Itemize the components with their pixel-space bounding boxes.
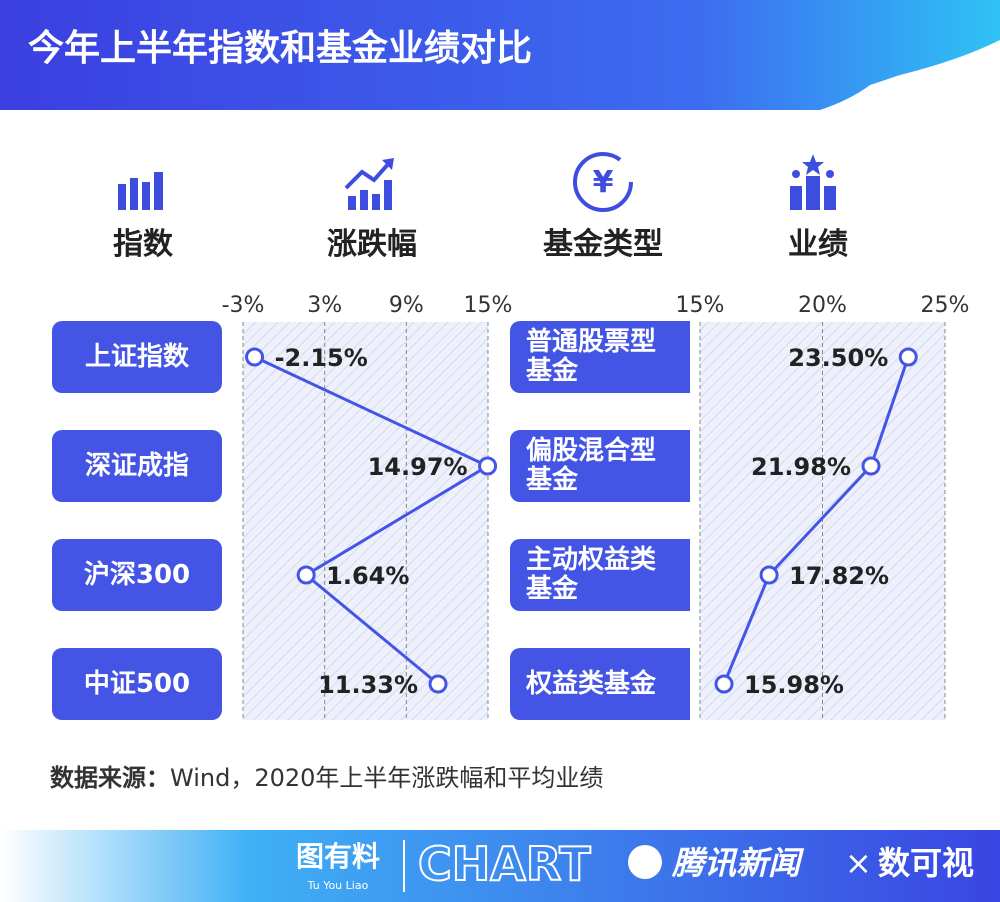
footer-brand-pinyin: Tu You Liao [307, 879, 369, 892]
category-label: 上证指数 [52, 321, 222, 393]
column-header: 基金类型 [543, 227, 663, 262]
x-tick-label: 20% [798, 293, 847, 318]
category-text: 主动权益类基金 [526, 545, 657, 604]
value-label: 15.98% [744, 671, 844, 699]
svg-text:¥: ¥ [593, 165, 614, 200]
value-label: -2.15% [275, 344, 368, 372]
x-tick-label: 3% [307, 293, 342, 318]
category-label: 中证500 [52, 648, 222, 720]
category-label: 主动权益类基金 [510, 539, 690, 611]
category-label: 偏股混合型基金 [510, 430, 690, 502]
value-label: 23.50% [788, 344, 888, 372]
footer-news: 腾讯新闻 [671, 844, 805, 882]
point [478, 456, 498, 476]
source-label: 数据来源： [50, 764, 170, 792]
column-header: 指数 [113, 227, 174, 262]
category-text: 沪深300 [83, 559, 191, 590]
category-label: 沪深300 [52, 539, 222, 611]
plot-panel [243, 322, 488, 720]
x-tick-label: 25% [921, 293, 970, 318]
point [245, 347, 265, 367]
point [428, 674, 448, 694]
footer-brand: 图有料 [296, 840, 380, 873]
source: 数据来源：Wind，2020年上半年涨跌幅和平均业绩 [50, 764, 603, 792]
column-header: 业绩 [788, 227, 848, 262]
line [253, 355, 491, 686]
category-text: 权益类基金 [526, 668, 657, 699]
title: 今年上半年指数和基金业绩对比 [28, 27, 532, 69]
footer-partner: 数可视 [878, 844, 974, 882]
line [722, 356, 910, 685]
footer-bar [0, 830, 1000, 902]
x-tick-label: 15% [676, 293, 725, 318]
category-label: 权益类基金 [510, 648, 690, 720]
category-text: 深证成指 [84, 450, 189, 481]
category-text: 上证指数 [84, 341, 189, 372]
point [898, 347, 918, 367]
point [861, 456, 881, 476]
icon-performance [790, 154, 836, 210]
title-bar [0, 0, 1000, 110]
footer-news-icon [628, 845, 662, 879]
x-tick-label: 9% [389, 293, 424, 318]
category-label: 深证成指 [52, 430, 222, 502]
category-text: 普通股票型基金 [526, 327, 657, 386]
icon-change [344, 158, 394, 210]
category-text: 中证500 [83, 668, 191, 699]
value-label: 11.33% [318, 671, 418, 699]
category-text: 偏股混合型基金 [526, 436, 657, 495]
value-label: 17.82% [789, 562, 889, 590]
point [714, 674, 734, 694]
point [296, 565, 316, 585]
x-tick-label: -3% [222, 293, 265, 318]
column-header: 涨跌幅 [327, 227, 417, 262]
icon-fund: ¥ [573, 152, 633, 212]
x-tick-label: 15% [464, 293, 513, 318]
value-label: 21.98% [751, 453, 851, 481]
point [759, 565, 779, 585]
icon-index [118, 172, 163, 210]
value-label: 1.64% [326, 562, 409, 590]
source-text: Wind，2020年上半年涨跌幅和平均业绩 [170, 764, 603, 792]
footer-chart: CHART [418, 837, 591, 891]
value-label: 14.97% [368, 453, 468, 481]
category-label: 普通股票型基金 [510, 321, 690, 393]
footer-times: × [845, 844, 872, 882]
